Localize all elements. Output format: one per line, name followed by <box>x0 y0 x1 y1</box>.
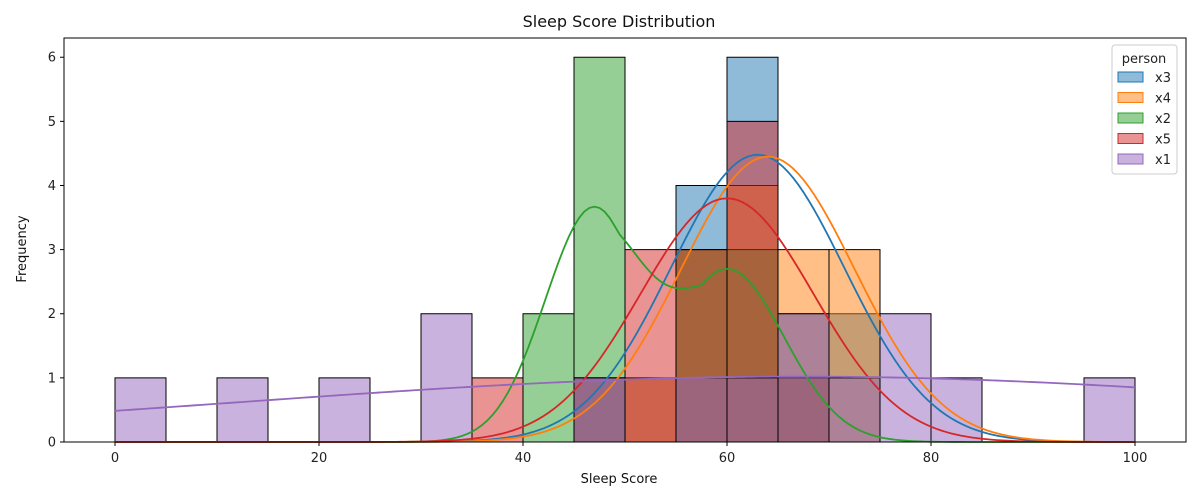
y-tick-label-2: 2 <box>48 307 56 322</box>
y-axis-title: Frequency <box>15 215 30 282</box>
legend-title: person <box>1122 52 1167 67</box>
legend-swatch-x3 <box>1117 71 1144 83</box>
bar-x1-95 <box>1083 377 1136 443</box>
legend-label-x4: x4 <box>1155 92 1171 107</box>
bar-x1-70 <box>828 377 881 443</box>
bar-x1-10 <box>216 377 269 443</box>
bar-x2-40 <box>522 313 575 443</box>
legend-swatch-x5 <box>1117 133 1144 144</box>
bar-x1-65 <box>777 313 830 443</box>
y-tick-label-1: 1 <box>48 371 56 386</box>
legend-label-x2: x2 <box>1155 112 1171 127</box>
y-tick-label-6: 6 <box>48 51 56 66</box>
legend-items: x3 x4 x2 x5 x1 <box>1117 71 1171 168</box>
chart-title: Sleep Score Distribution <box>523 12 716 31</box>
bar-x1-30 <box>420 313 473 443</box>
axes-layer: 0 20 40 60 80 100 0 1 2 3 4 5 6 <box>48 37 1187 466</box>
kde-curve-x1 <box>114 375 1136 412</box>
x-tick-label-20: 20 <box>311 451 328 466</box>
y-tick-label-3: 3 <box>48 243 56 258</box>
legend-label-x5: x5 <box>1155 133 1171 148</box>
bar-x5-50 <box>624 249 677 443</box>
bar-x1-60 <box>726 377 779 443</box>
legend-swatch-x4 <box>1117 92 1144 103</box>
y-tick-label-4: 4 <box>48 179 56 194</box>
legend: person x3 x4 x2 x5 x1 <box>1111 44 1178 175</box>
plot-frame <box>63 37 1187 443</box>
y-tick-label-5: 5 <box>48 115 56 130</box>
x-tick-label-0: 0 <box>111 451 119 466</box>
x-axis-title: Sleep Score <box>581 472 658 487</box>
legend-label-x3: x3 <box>1155 71 1171 86</box>
legend-label-x1: x1 <box>1155 153 1171 168</box>
x-tick-label-60: 60 <box>719 451 736 466</box>
x-tick-label-100: 100 <box>1123 451 1148 466</box>
x-tick-label-40: 40 <box>515 451 532 466</box>
y-tick-label-0: 0 <box>48 436 56 451</box>
legend-swatch-x1 <box>1117 153 1144 165</box>
bar-x1-20 <box>318 377 371 443</box>
bar-x1-55 <box>675 377 728 443</box>
x-tick-label-80: 80 <box>923 451 940 466</box>
legend-swatch-x2 <box>1117 112 1144 124</box>
